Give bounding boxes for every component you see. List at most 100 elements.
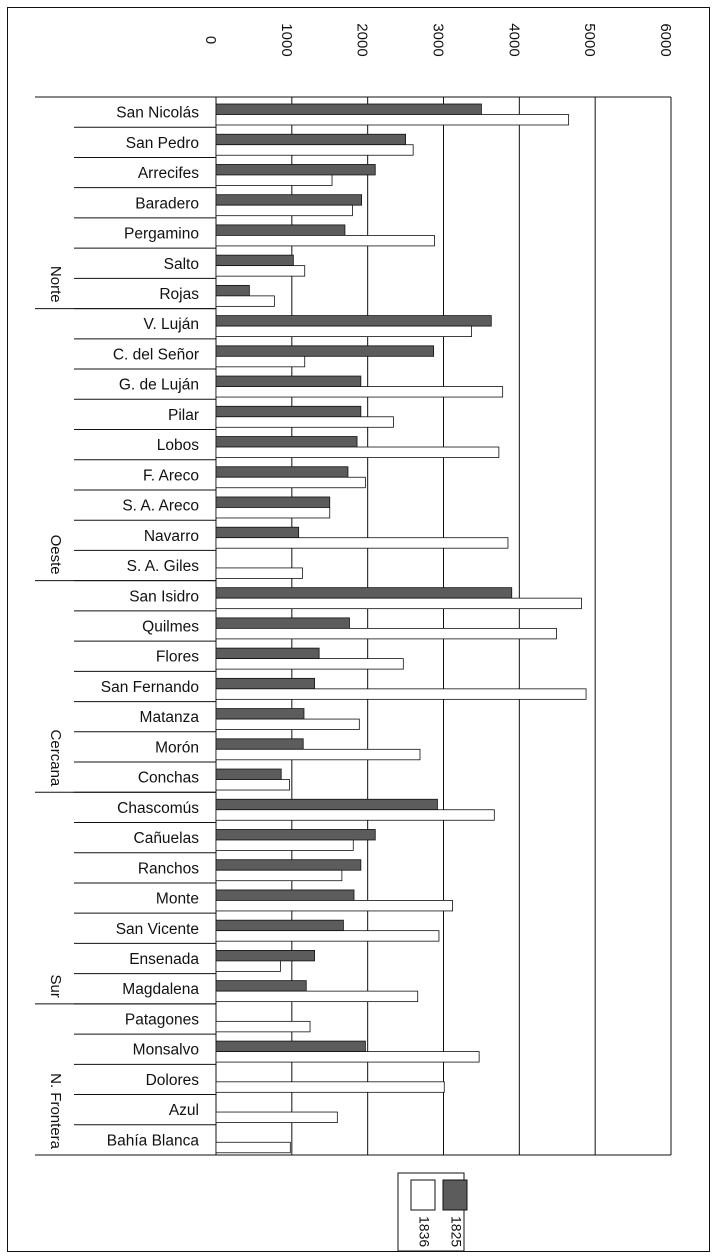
bar-1825-pilar — [215, 405, 362, 418]
category-label-san-pedro: San Pedro — [126, 135, 199, 152]
category-label-bahia-blanca: Bahía Blanca — [107, 1132, 200, 1149]
bar-1836-rojas — [215, 295, 275, 307]
category-label-s-a-giles: S. A. Giles — [127, 558, 200, 575]
chart-frame — [7, 7, 710, 1252]
bar-1825-navarro — [215, 526, 300, 539]
bar-1836-azul — [215, 1111, 338, 1123]
bar-1836-chascomus — [215, 809, 495, 821]
legend-swatch-1825 — [442, 1179, 468, 1211]
bar-1836-monte — [215, 900, 454, 912]
bars — [215, 103, 587, 1154]
bar-1836-monsalvo — [215, 1051, 480, 1063]
bar-1825-quilmes — [215, 617, 350, 629]
category-label-flores: Flores — [156, 649, 199, 666]
category-label-ranchos: Ranchos — [138, 860, 199, 877]
bar-1836-magdalena — [215, 990, 419, 1003]
bar-1836-ensenada — [215, 960, 281, 972]
category-label-pilar: Pilar — [168, 407, 199, 424]
bar-1836-bahia-blanca — [215, 1141, 291, 1154]
bar-1836-san-nicolas — [215, 114, 570, 126]
legend-label-1836: 1836 — [416, 1216, 432, 1247]
bar-1825-lobos — [215, 436, 358, 448]
region-label-oeste: Oeste — [47, 535, 64, 575]
category-label-pergamino: Pergamino — [124, 226, 199, 243]
region-label-sur: Sur — [47, 975, 64, 998]
bar-1825-ranchos — [215, 859, 362, 871]
category-label-f-areco: F. Areco — [143, 467, 199, 484]
bar-1825-san-vicente — [215, 919, 344, 932]
bar-1825-matanza — [215, 708, 305, 720]
bar-1836-moron — [215, 748, 421, 761]
bar-1825-chascomus — [215, 798, 438, 811]
bar-1825-v-lujan — [215, 315, 492, 327]
bar-1825-san-pedro — [215, 133, 406, 146]
category-label-azul: Azul — [169, 1102, 199, 1119]
bar-1836-flores — [215, 658, 404, 670]
bar-1825-san-isidro — [215, 587, 513, 599]
category-labels: San Nicolás San Pedro Arrecifes Baradero Per… — [74, 105, 216, 1149]
bar-1836-san-fernando — [215, 688, 587, 700]
category-label-monsalvo: Monsalvo — [133, 1042, 199, 1059]
bar-1825-ensenada — [215, 950, 315, 962]
category-label-baradero: Baradero — [135, 195, 199, 212]
gridlines — [35, 96, 672, 1156]
region-label-n-frontera: N. Frontera — [47, 1073, 64, 1150]
category-label-dolores: Dolores — [146, 1072, 200, 1089]
bar-1825-san-nicolas — [215, 103, 482, 115]
bar-1825-baradero — [215, 194, 363, 206]
category-label-matanza: Matanza — [140, 709, 200, 726]
bar-1836-c-del-senor — [215, 355, 306, 368]
category-label-arrecifes: Arrecifes — [138, 165, 199, 182]
bar-1825-g-de-lujan — [215, 375, 362, 387]
bar-1825-conchas — [215, 768, 282, 780]
bar-1825-magdalena — [215, 980, 307, 992]
legend-swatch-1836 — [410, 1179, 436, 1211]
category-label-salto: Salto — [164, 256, 199, 273]
category-label-moron: Morón — [155, 739, 199, 756]
x-tick-label-0: 0 — [202, 36, 219, 44]
bar-1825-s-a-areco — [215, 496, 331, 508]
category-label-conchas: Conchas — [138, 770, 199, 787]
bar-1825-rojas — [215, 284, 250, 297]
bar-1825-monte — [215, 889, 355, 901]
legend: 1825 1836 — [397, 1172, 468, 1252]
bar-1836-s-a-giles — [215, 567, 303, 579]
bar-1825-monsalvo — [215, 1040, 366, 1052]
category-label-san-isidro: San Isidro — [129, 588, 199, 605]
category-label-ensenada: Ensenada — [129, 951, 199, 968]
x-tick-label-2000: 2000 — [354, 23, 371, 56]
bar-1825-f-areco — [215, 466, 349, 478]
x-tick-label-1000: 1000 — [278, 23, 295, 56]
category-label-san-vicente: San Vicente — [116, 921, 199, 938]
bar-1836-dolores — [215, 1081, 445, 1093]
category-label-patagones: Patagones — [125, 1011, 199, 1028]
bar-1836-salto — [215, 265, 306, 277]
bar-1825-pergamino — [215, 224, 346, 236]
category-label-s-a-areco: S. A. Areco — [122, 498, 199, 515]
category-label-v-lujan: V. Luján — [144, 316, 199, 333]
bar-1836-matanza — [215, 718, 360, 730]
category-label-chascomus: Chascomús — [117, 800, 199, 817]
bar-1836-canuelas — [215, 839, 354, 851]
category-label-canuelas: Cañuelas — [134, 830, 200, 847]
category-label-quilmes: Quilmes — [142, 619, 199, 636]
bar-1825-flores — [215, 647, 320, 660]
bar-1836-arrecifes — [215, 174, 333, 186]
bar-1836-lobos — [215, 446, 500, 458]
category-label-magdalena: Magdalena — [122, 981, 199, 998]
bar-1836-san-vicente — [215, 930, 440, 942]
category-label-san-nicolas: San Nicolás — [116, 105, 199, 122]
bar-1836-pergamino — [215, 235, 435, 247]
category-label-lobos: Lobos — [157, 437, 199, 454]
x-tick-labels: 0 1000 2000 3000 4000 5000 6000 — [202, 23, 674, 56]
x-tick-label-5000: 5000 — [581, 23, 598, 56]
bar-1825-san-fernando — [215, 677, 315, 690]
bar-1836-v-lujan — [215, 325, 472, 338]
bar-1836-pilar — [215, 416, 394, 428]
bar-1836-san-pedro — [215, 144, 414, 156]
category-label-san-fernando: San Fernando — [101, 679, 199, 696]
bar-1836-s-a-areco — [215, 507, 331, 519]
bar-1836-quilmes — [215, 627, 557, 640]
category-label-monte: Monte — [156, 891, 199, 908]
region-groups: Norte Oeste Cercana Sur N. Frontera — [35, 266, 216, 1150]
